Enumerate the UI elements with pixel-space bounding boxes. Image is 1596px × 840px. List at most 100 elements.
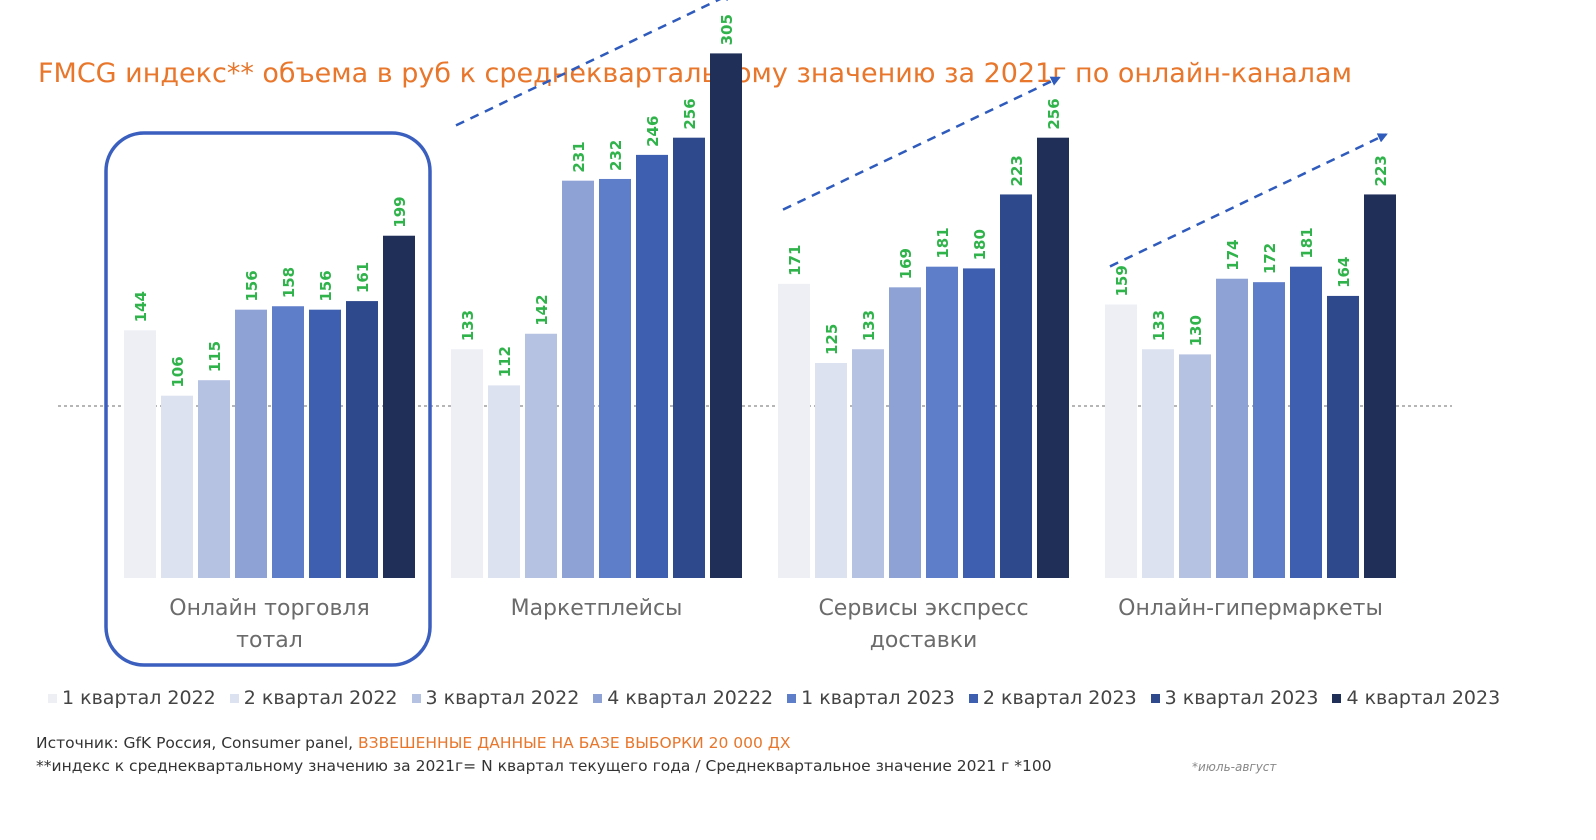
bar-chart: 144 106 115 156 158 156 161 199 Онлайн торговля т… xyxy=(58,0,1452,667)
category-label: Онлайн торговля xyxy=(169,596,369,621)
legend-item: 3 квартал 2022 xyxy=(411,687,580,709)
bar xyxy=(1000,194,1032,578)
value-label: 169 xyxy=(897,248,915,279)
value-label: 161 xyxy=(354,262,372,293)
value-label: 133 xyxy=(1150,310,1168,341)
period-note: *июль-август xyxy=(1192,760,1277,774)
bar xyxy=(636,154,668,578)
bar xyxy=(488,385,520,578)
bar xyxy=(1253,282,1285,578)
bar xyxy=(1179,354,1211,578)
trend-arrow xyxy=(782,76,1061,211)
legend-swatch xyxy=(229,693,239,703)
highlight-frame xyxy=(104,131,432,667)
chart-title: FMCG индекс** объема в руб к среднекварт… xyxy=(38,58,1352,89)
value-label: 156 xyxy=(243,270,261,301)
value-label: 231 xyxy=(570,141,588,172)
legend-label: 2 квартал 2023 xyxy=(982,687,1137,709)
legend-label: 1 квартал 2023 xyxy=(801,687,955,709)
bar xyxy=(525,333,557,578)
legend-swatch xyxy=(48,693,57,703)
bar xyxy=(1364,194,1396,578)
value-label: 256 xyxy=(1045,98,1063,129)
value-label: 125 xyxy=(823,324,841,355)
footnote: **индекс к среднеквартальному значению з… xyxy=(36,757,1052,775)
bar xyxy=(778,283,810,578)
legend-label: 4 квартал 2023 xyxy=(1346,687,1501,709)
bar xyxy=(1142,349,1174,578)
bar xyxy=(161,395,193,578)
value-label: 174 xyxy=(1224,239,1242,270)
bar xyxy=(198,380,230,578)
legend-swatch xyxy=(787,693,797,703)
source-line: Источник: GfK Россия, Consumer panel, ВЗ… xyxy=(36,734,791,752)
source-accent: ВЗВЕШЕННЫЕ ДАННЫЕ НА БАЗЕ ВЫБОРКИ 20 000… xyxy=(358,734,791,752)
value-label: 180 xyxy=(971,229,989,260)
legend-swatch xyxy=(593,693,603,703)
bar xyxy=(926,266,958,578)
bar xyxy=(1216,278,1248,578)
value-label: 106 xyxy=(169,356,187,387)
bar xyxy=(309,309,341,578)
bar xyxy=(852,349,884,578)
source-label: Источник: GfK Россия, Consumer panel, xyxy=(36,734,354,752)
legend-item: 3 квартал 2023 xyxy=(1150,687,1319,709)
bar xyxy=(1290,266,1322,578)
value-label: 115 xyxy=(206,341,224,372)
bar xyxy=(1037,137,1069,578)
bar xyxy=(124,330,156,578)
value-label: 164 xyxy=(1335,257,1353,288)
legend-swatch xyxy=(1332,693,1342,703)
legend-swatch xyxy=(1150,693,1160,703)
bar xyxy=(235,309,267,578)
value-label: 199 xyxy=(391,196,409,227)
bar xyxy=(673,137,705,578)
bar xyxy=(710,53,742,578)
bar xyxy=(963,268,995,578)
value-label: 171 xyxy=(786,245,804,276)
value-label: 112 xyxy=(496,346,514,377)
legend-swatch xyxy=(411,693,421,703)
bar xyxy=(889,287,921,578)
trend-arrow xyxy=(1109,133,1388,268)
value-label: 181 xyxy=(934,227,952,258)
value-label: 130 xyxy=(1187,315,1205,346)
value-label: 246 xyxy=(644,116,662,147)
bar xyxy=(346,301,378,578)
value-label: 223 xyxy=(1008,155,1026,186)
value-label: 232 xyxy=(607,140,625,171)
value-label: 133 xyxy=(459,310,477,341)
category-label: Сервисы экспресс xyxy=(818,596,1028,621)
category-label: доставки xyxy=(870,628,978,653)
value-label: 181 xyxy=(1298,227,1316,258)
value-label: 256 xyxy=(681,98,699,129)
value-label: 223 xyxy=(1372,155,1390,186)
legend-item: 2 квартал 2022 xyxy=(229,687,398,709)
category-label: тотал xyxy=(236,628,303,653)
bar xyxy=(815,363,847,578)
legend-label: 2 квартал 2022 xyxy=(243,687,398,709)
bar xyxy=(1105,304,1137,578)
value-label: 305 xyxy=(718,14,736,45)
legend-label: 3 квартал 2023 xyxy=(1164,687,1319,709)
category-label: Маркетплейсы xyxy=(511,596,683,621)
trend-arrow xyxy=(455,0,734,127)
category-label: Онлайн-гипермаркеты xyxy=(1118,596,1383,621)
bar xyxy=(272,306,304,578)
legend-label: 4 квартал 20222 xyxy=(607,687,774,709)
legend-label: 1 квартал 2022 xyxy=(62,687,216,709)
bar xyxy=(599,178,631,578)
value-label: 159 xyxy=(1113,265,1131,296)
bar xyxy=(1327,295,1359,578)
legend-swatch xyxy=(968,693,978,703)
value-label: 172 xyxy=(1261,243,1279,274)
legend-item: 4 квартал 20222 xyxy=(593,687,773,709)
legend-item: 2 квартал 2023 xyxy=(968,687,1137,709)
legend: 1 квартал 2022 2 квартал 2022 3 квартал 20… xyxy=(48,687,1514,709)
legend-label: 3 квартал 2022 xyxy=(425,687,580,709)
bar xyxy=(451,349,483,578)
value-label: 158 xyxy=(280,267,298,298)
bar xyxy=(383,235,415,578)
value-label: 133 xyxy=(860,310,878,341)
legend-item: 1 квартал 2023 xyxy=(787,687,955,709)
